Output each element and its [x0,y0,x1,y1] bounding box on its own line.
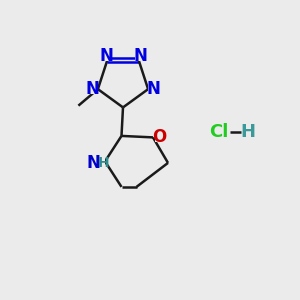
Text: O: O [152,128,167,146]
Bar [87,84,98,94]
Bar [88,157,105,169]
Bar [135,51,145,61]
Text: H: H [98,156,109,170]
Text: Cl: Cl [209,123,229,141]
Bar [101,51,111,61]
Bar [155,133,164,142]
Text: N: N [87,154,100,172]
Text: N: N [99,47,113,65]
Text: N: N [133,47,147,65]
Text: H: H [240,123,255,141]
Bar [148,84,159,94]
Text: N: N [147,80,160,98]
Text: N: N [85,80,99,98]
